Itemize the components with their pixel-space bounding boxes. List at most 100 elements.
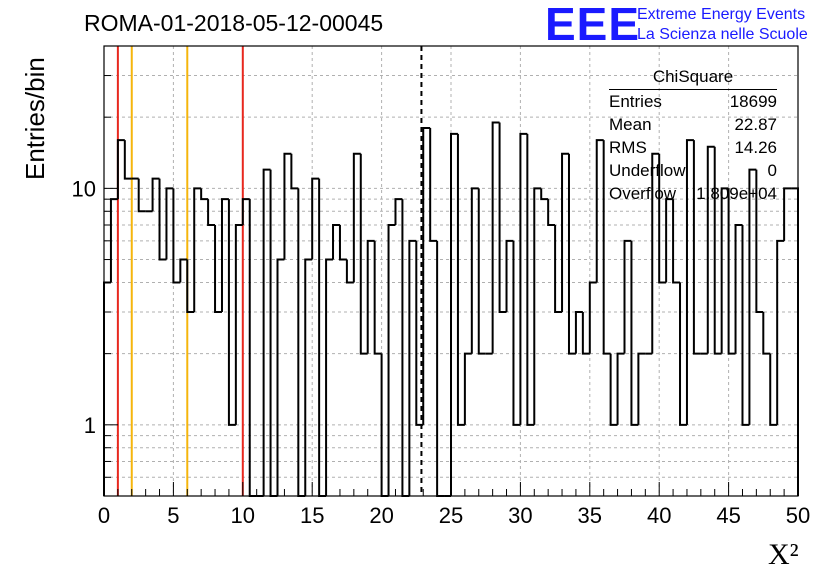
histogram-bin [658, 153, 667, 284]
histogram-bin [352, 152, 361, 283]
histogram-bin [401, 199, 410, 497]
x-tick-label: 20 [369, 503, 393, 528]
histogram-bin [755, 169, 764, 313]
histogram-bin [220, 198, 229, 312]
histogram-bin [463, 352, 472, 425]
histogram-bin [325, 258, 334, 496]
stats-row-overflow: Overflow 1.809e+04 [609, 182, 777, 205]
stats-value: 18699 [729, 92, 777, 111]
stats-label: Mean [609, 115, 652, 134]
histogram-bin [227, 199, 236, 426]
histogram-bin [727, 188, 736, 355]
histogram-bin [373, 240, 382, 355]
histogram-bin [762, 312, 771, 355]
histogram-bin [165, 187, 174, 260]
histogram-bin [179, 258, 188, 283]
histogram-bin [436, 240, 445, 497]
histogram-bin [713, 146, 722, 355]
histogram-bin [214, 224, 222, 313]
x-tick-label: 45 [716, 503, 740, 528]
histogram-bin [123, 140, 132, 180]
histogram-bin [241, 198, 250, 225]
histogram-bin [345, 259, 354, 284]
histogram-bin [318, 178, 327, 497]
histogram-bin [394, 198, 403, 225]
histogram-bin [706, 145, 715, 354]
x-tick-label: 10 [231, 503, 255, 528]
histogram-bin [116, 139, 125, 200]
stats-row-entries: Entries 18699 [609, 90, 777, 113]
logo-mark: EEE [545, 0, 641, 50]
y-axis-label: Entries/bin [20, 57, 50, 180]
histogram-bin [672, 199, 681, 284]
histogram-bin [408, 239, 417, 496]
histogram-bin [498, 122, 507, 313]
histogram-bin [512, 240, 521, 426]
histogram-bin [741, 224, 750, 426]
stats-label: RMS [609, 138, 647, 157]
histogram-bin [415, 240, 424, 426]
histogram-bin [651, 152, 660, 354]
chart-title: ROMA-01-2018-05-12-00045 [84, 10, 384, 36]
histogram-bin [366, 239, 375, 354]
histogram-bin [207, 199, 216, 226]
histogram-bin [186, 259, 195, 313]
stats-title: ChiSquare [609, 67, 777, 90]
histogram-bin [665, 198, 674, 283]
histogram-bin [519, 132, 528, 425]
histogram-bin [561, 152, 569, 312]
histogram-bin [304, 258, 313, 496]
histogram-bin [734, 223, 743, 354]
histogram-bin [505, 239, 514, 312]
histogram-bin [491, 121, 500, 354]
histogram-bin [776, 239, 785, 425]
histogram-bin [338, 224, 347, 261]
eee-logo: EEE Extreme Energy Events La Scienza nel… [545, 0, 808, 50]
histogram-bin [456, 133, 465, 426]
histogram-bin [151, 177, 160, 212]
stats-value: 1.809e+04 [696, 184, 777, 203]
stats-row-mean: Mean 22.87 [609, 113, 777, 136]
histogram-bin [554, 224, 563, 313]
stats-value: 14.26 [734, 138, 777, 157]
histogram-bin [137, 178, 146, 213]
histogram-bin [679, 282, 687, 426]
logo-line-2: La Scienza nelle Scuole [637, 26, 808, 43]
stats-label: Underflow [609, 161, 686, 180]
histogram-bin [526, 133, 535, 426]
histogram-bin [692, 140, 701, 355]
stats-row-rms: RMS 14.26 [609, 136, 777, 159]
histogram-bin [588, 281, 597, 354]
x-tick-label: 0 [98, 503, 110, 528]
histogram-bin [602, 140, 611, 355]
histogram-bin [477, 188, 486, 355]
stats-box: ChiSquare Entries 18699 Mean 22.87 RMS 1… [609, 67, 777, 205]
histogram-bin [567, 153, 576, 355]
histogram-bin [332, 223, 340, 260]
x-tick-label: 35 [578, 503, 602, 528]
histogram-bin [422, 127, 431, 425]
stats-row-underflow: Underflow 0 [609, 159, 777, 182]
stats-value: 22.87 [734, 115, 777, 134]
x-tick-label: 5 [167, 503, 179, 528]
histogram-bin [200, 188, 209, 201]
histogram-bin [269, 169, 278, 497]
histogram-bin [637, 352, 646, 425]
x-tick-label: 15 [300, 503, 324, 528]
histogram-bin [359, 153, 368, 355]
x-axis-label: X² [768, 538, 799, 571]
histogram-bin [311, 177, 320, 260]
histogram-bin [595, 139, 604, 283]
histogram-bin [623, 239, 632, 354]
histogram-bin [429, 128, 438, 242]
histogram-bin [630, 240, 639, 426]
histogram-bin [262, 168, 271, 496]
histogram-bin [290, 153, 299, 190]
histogram-bin [791, 187, 799, 496]
histogram-bin [387, 223, 396, 496]
stats-value: 0 [767, 161, 777, 180]
histogram-bin [540, 188, 549, 201]
histogram-bin [609, 353, 618, 426]
histogram-bin [470, 187, 479, 354]
stats-label: Overflow [609, 184, 677, 203]
